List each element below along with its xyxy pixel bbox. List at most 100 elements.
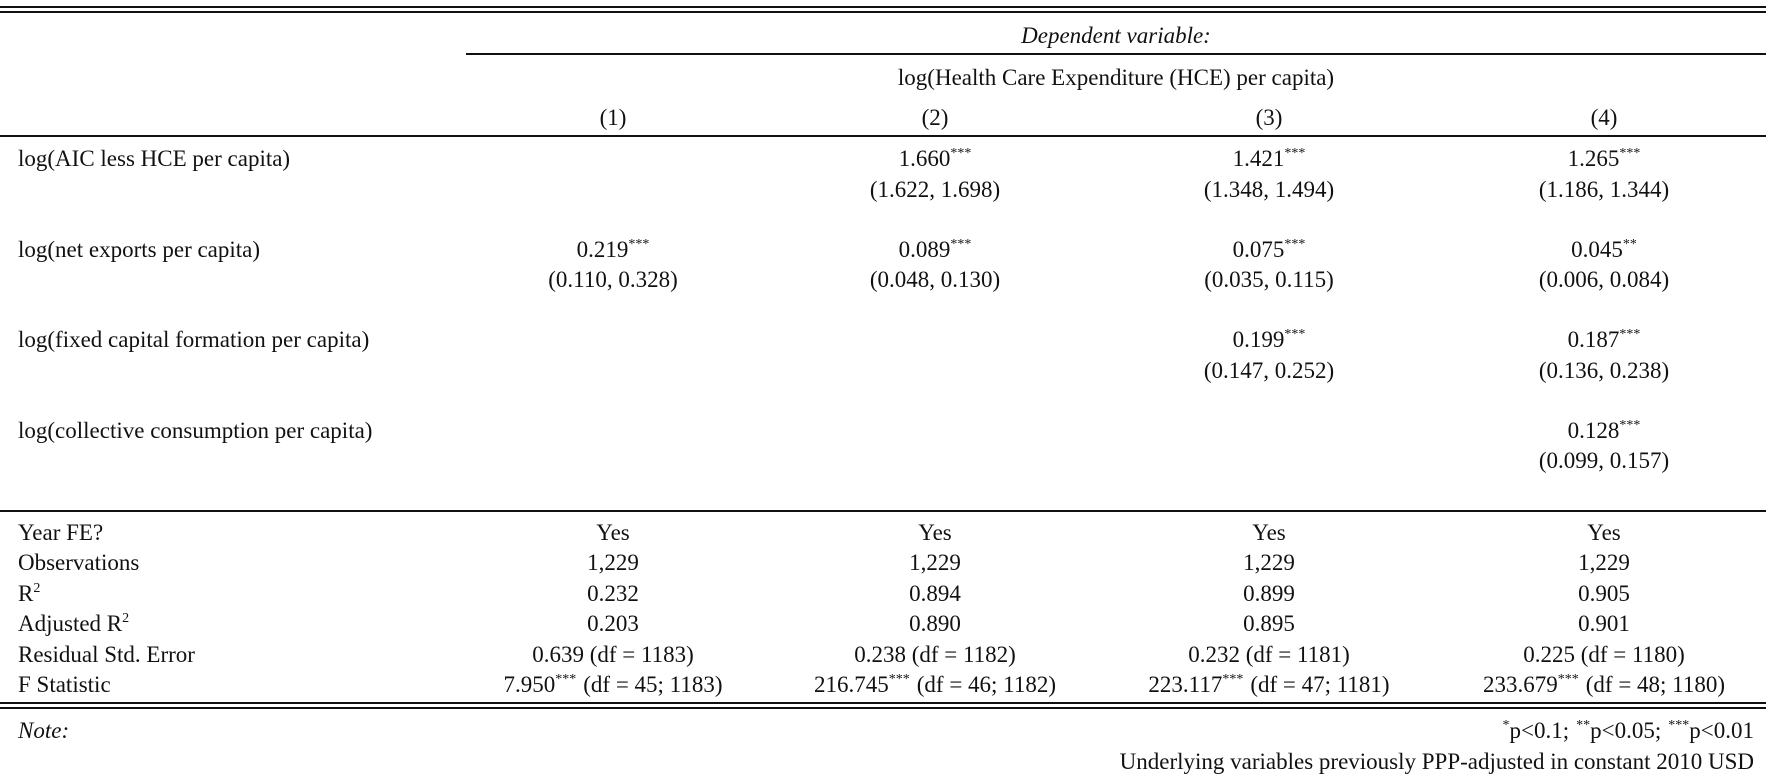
df: (df = 45; 1183) (583, 672, 723, 697)
df: (df = 46; 1182) (916, 672, 1056, 697)
text: (1) (599, 105, 627, 130)
confidence-interval: (0.006, 0.084) (1539, 267, 1669, 293)
row-label: Year FE? (18, 520, 103, 546)
stars: *** (950, 237, 972, 252)
row-label: R2 (18, 581, 40, 607)
value: 7.950 (503, 672, 556, 697)
stat-value: 223.117*** (df = 47; 1181) (1148, 672, 1389, 698)
estimate: 1.265*** (1568, 146, 1641, 172)
stat-value: 7.950*** (df = 45; 1183) (504, 672, 723, 698)
note-label: Note: (18, 718, 69, 744)
text: R (18, 580, 34, 606)
stars: ** (1576, 718, 1591, 733)
stat-value: Yes (918, 520, 951, 546)
rule (0, 510, 1766, 512)
text: Adjusted R (18, 611, 123, 637)
value: Yes (918, 520, 952, 545)
text: (0.035, 0.115) (1204, 267, 1334, 292)
stars: *** (1284, 327, 1306, 342)
stars: *** (555, 672, 577, 687)
estimate: 0.045** (1571, 237, 1637, 263)
row-label: F Statistic (18, 672, 111, 698)
dependent-label: Dependent variable: (1021, 23, 1211, 49)
estimate: 1.421*** (1233, 146, 1306, 172)
confidence-interval: (0.110, 0.328) (548, 267, 677, 293)
stat-value: Yes (596, 520, 629, 546)
text: (1.622, 1.698) (869, 177, 1001, 202)
value: 223.117 (1148, 672, 1223, 697)
text: (0.110, 0.328) (548, 267, 678, 292)
text: F Statistic (18, 672, 111, 697)
estimate: 1.660*** (899, 146, 972, 172)
stat-value: 0.232 (587, 581, 639, 607)
sig-item: *p<0.1; (1503, 718, 1570, 743)
text: log(net exports per capita) (18, 237, 261, 262)
stars: *** (950, 146, 972, 161)
value: 0.232 (587, 580, 639, 606)
value: 0.089 (898, 237, 951, 262)
stars: *** (628, 237, 650, 252)
row-label: log(net exports per capita) (18, 237, 260, 263)
value: 216.745 (814, 672, 889, 697)
text: log(collective consumption per capita) (18, 418, 373, 443)
text: p<0.1; (1509, 718, 1570, 743)
stat-value: 216.745*** (df = 46; 1182) (814, 672, 1056, 698)
row-label: log(AIC less HCE per capita) (18, 146, 290, 172)
column-header: (3) (1256, 105, 1283, 131)
confidence-interval: (1.348, 1.494) (1204, 177, 1334, 203)
sig-item: ***p<0.01 (1668, 718, 1754, 743)
stars: *** (1284, 146, 1306, 161)
text: Residual Std. Error (18, 641, 195, 667)
text: Dependent variable: (1021, 23, 1211, 48)
superscript: 2 (33, 580, 41, 596)
stat-value: 1,229 (1243, 550, 1295, 576)
value: 1,229 (1578, 550, 1630, 576)
value: 0.238 (df = 1182) (854, 641, 1016, 667)
row-label: Adjusted R2 (18, 611, 129, 637)
text: Underlying variables previously PPP-adju… (1119, 749, 1754, 774)
stat-value: 0.639 (df = 1183) (532, 642, 694, 668)
value: 0.232 (df = 1181) (1188, 641, 1350, 667)
confidence-interval: (1.622, 1.698) (870, 177, 1000, 203)
value: 0.187 (1567, 327, 1620, 352)
row-label: Residual Std. Error (18, 642, 195, 668)
text: (0.147, 0.252) (1203, 358, 1335, 383)
stat-value: 233.679*** (df = 48; 1180) (1483, 672, 1725, 698)
value: 0.045 (1571, 237, 1623, 262)
confidence-interval: (0.147, 0.252) (1204, 358, 1334, 384)
text: Observations (18, 550, 140, 576)
stat-value: 0.890 (909, 611, 961, 637)
stat-value: 0.905 (1578, 581, 1630, 607)
value: 1,229 (909, 550, 961, 576)
text: p<0.05; (1590, 718, 1662, 743)
stars: *** (888, 672, 910, 687)
column-header: (1) (600, 105, 627, 131)
confidence-interval: (0.048, 0.130) (870, 267, 1000, 293)
stars: *** (1222, 672, 1244, 687)
value: 0.894 (909, 580, 961, 606)
confidence-interval: (0.035, 0.115) (1204, 267, 1333, 293)
stat-value: 0.232 (df = 1181) (1188, 642, 1350, 668)
stars: * (1502, 718, 1510, 733)
column-header: (4) (1591, 105, 1618, 131)
stars: *** (1668, 718, 1690, 733)
value: 0.075 (1232, 237, 1285, 262)
text: (0.006, 0.084) (1538, 267, 1670, 292)
estimate: 0.199*** (1233, 327, 1306, 353)
value: 0.199 (1232, 327, 1285, 352)
confidence-interval: (0.099, 0.157) (1539, 448, 1669, 474)
column-header: (2) (922, 105, 949, 131)
sig-item: **p<0.05; (1576, 718, 1661, 743)
confidence-interval: (1.186, 1.344) (1539, 177, 1669, 203)
value: 0.639 (df = 1183) (532, 641, 694, 667)
value: 0.905 (1578, 580, 1630, 606)
text: p<0.01 (1689, 718, 1754, 743)
rule (0, 6, 1766, 8)
note-text: Underlying variables previously PPP-adju… (1120, 749, 1754, 775)
stat-value: 0.225 (df = 1180) (1523, 642, 1685, 668)
stat-value: 0.895 (1243, 611, 1295, 637)
value: 0.901 (1578, 611, 1630, 637)
estimate: 0.075*** (1233, 237, 1306, 263)
text: (2) (921, 105, 949, 130)
